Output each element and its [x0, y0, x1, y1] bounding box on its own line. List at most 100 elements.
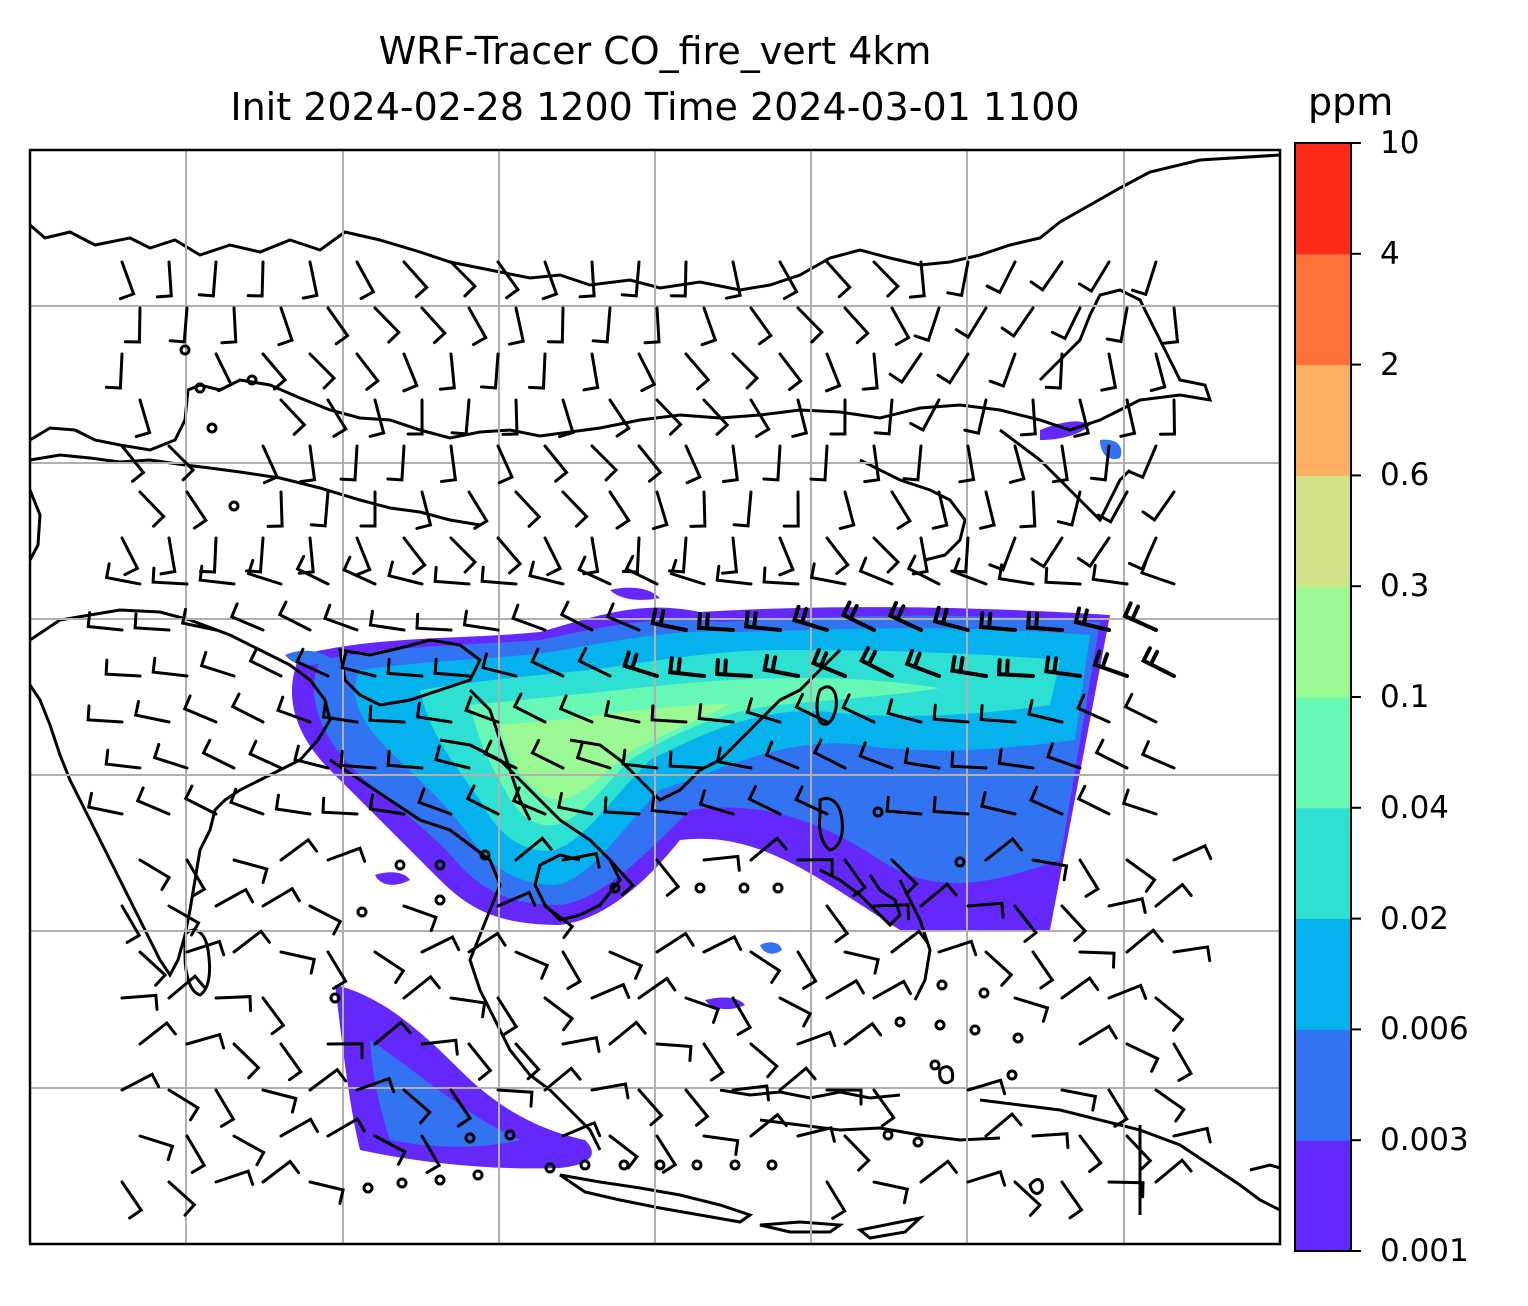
wind-barb: [86, 791, 124, 816]
wind-barb: [449, 996, 487, 1019]
wind-barb: [966, 1078, 1007, 1096]
wind-barb: [151, 566, 189, 586]
wind-barb: [543, 1066, 582, 1092]
wind-barb: [415, 701, 453, 724]
wind-barb: [355, 536, 372, 577]
wind-barb: [749, 1112, 788, 1138]
calm-wind-marker: [894, 1016, 906, 1028]
wind-barb: [984, 836, 1023, 862]
wind-barb: [450, 398, 471, 436]
wind-barb: [1172, 945, 1212, 963]
wind-barb: [919, 1159, 958, 1184]
wind-barb: [508, 306, 525, 346]
wind-barb: [1051, 444, 1069, 484]
wind-barb: [467, 306, 488, 346]
wind-barb: [1013, 1180, 1043, 1217]
wind-barb: [872, 979, 912, 1000]
wind-barb: [138, 1020, 177, 1046]
wind-barb: [1031, 858, 1069, 882]
wind-barb: [843, 1021, 883, 1046]
wind-barb: [1076, 693, 1111, 724]
wind-barb: [541, 260, 559, 301]
wind-barb: [919, 882, 958, 908]
wind-barb: [104, 562, 142, 586]
wind-barb: [483, 739, 518, 770]
wind-barb: [279, 950, 316, 975]
wind-barb: [1050, 306, 1082, 341]
wind-barb: [406, 398, 424, 436]
wind-barb: [1008, 444, 1026, 484]
wind-barb: [621, 748, 659, 770]
wind-barb: [561, 1035, 601, 1053]
wind-barb: [118, 260, 136, 301]
wind-barb: [731, 1084, 770, 1102]
wind-barb: [1107, 1180, 1145, 1199]
wind-barb: [825, 1088, 863, 1106]
wind-barb: [637, 1088, 664, 1127]
wind-barb: [890, 929, 929, 954]
wind-barb: [261, 444, 280, 485]
colorbar-segment: [1295, 143, 1351, 255]
wind-barb: [1123, 692, 1158, 724]
wind-barb: [577, 646, 612, 678]
wind-barb: [326, 398, 348, 438]
calm-wind-marker: [654, 1159, 666, 1171]
wind-barb: [997, 747, 1035, 770]
wind-barb: [608, 490, 631, 530]
wind-barb: [906, 554, 941, 586]
calm-wind-marker: [179, 344, 191, 356]
wind-barb: [762, 653, 800, 678]
wind-barb: [301, 260, 319, 300]
colorbar-segment: [1295, 807, 1351, 920]
wind-barb: [415, 612, 453, 632]
wind-barb: [295, 554, 330, 586]
wind-barb: [887, 600, 923, 632]
wind-barb: [277, 600, 312, 632]
wind-barb: [721, 444, 739, 483]
wind-barb: [402, 260, 429, 299]
calm-wind-marker: [228, 500, 240, 512]
calm-wind-marker: [609, 882, 621, 894]
wind-barb: [449, 536, 478, 574]
wind-barb: [1096, 490, 1129, 524]
wind-barb: [373, 1020, 412, 1046]
wind-barb: [809, 562, 847, 586]
wind-barb: [528, 560, 565, 586]
wind-barb: [890, 306, 911, 346]
wind-barb: [702, 1042, 725, 1082]
calm-wind-marker: [356, 906, 368, 918]
colorbar-tick-label: 0.1: [1380, 679, 1430, 715]
wind-barb: [386, 657, 424, 678]
wind-barb: [590, 982, 631, 1000]
wind-barb: [214, 995, 253, 1013]
calm-wind-marker: [504, 1129, 516, 1141]
wind-barb: [1078, 1024, 1118, 1046]
wind-barb: [1029, 785, 1064, 816]
wind-barb: [232, 1134, 266, 1167]
wind-barb: [496, 890, 537, 908]
colorbar-segment: [1295, 253, 1351, 366]
wind-barb: [643, 306, 661, 345]
wind-barb: [575, 742, 612, 770]
wind-barb: [958, 444, 976, 484]
wind-barb: [467, 490, 489, 530]
wind-barb: [326, 1116, 366, 1138]
colorbar-tick-label: 0.001: [1380, 1233, 1469, 1269]
wind-barb: [561, 950, 583, 990]
calm-wind-marker: [729, 1159, 741, 1171]
calm-wind-marker: [362, 1182, 374, 1194]
wind-barb: [167, 1088, 200, 1122]
wind-barb: [134, 398, 152, 439]
calm-wind-marker: [954, 856, 966, 868]
wind-barb: [749, 306, 773, 346]
wind-barb: [1078, 858, 1100, 898]
wind-barb: [650, 795, 688, 816]
wind-barb: [655, 1042, 693, 1062]
colorbar-segment: [1295, 475, 1351, 587]
wind-barb: [464, 695, 500, 724]
wind-barb: [229, 602, 265, 632]
wind-barb: [863, 444, 881, 484]
wind-barb: [185, 858, 207, 898]
calm-wind-marker: [936, 979, 948, 991]
wind-barb: [778, 352, 803, 391]
